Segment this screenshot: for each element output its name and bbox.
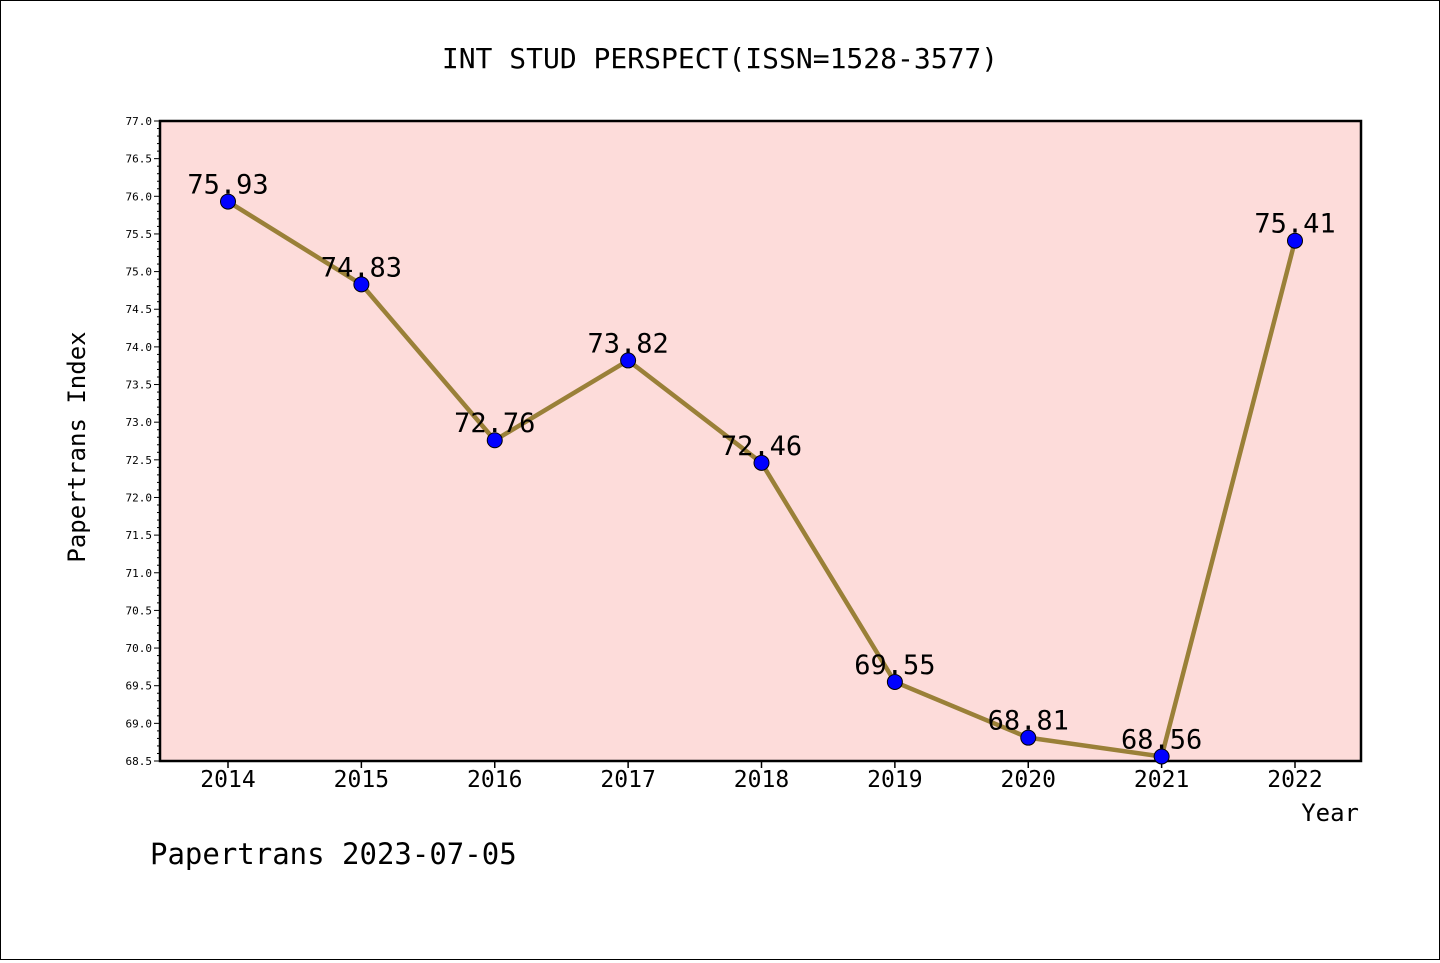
series-papertrans-index (220, 193, 1303, 765)
y-tick-label: 75.0 (126, 266, 153, 279)
x-axis: 2014 2015 2016 2017 2018 2019 2020 2021 2022 (200, 761, 1323, 793)
footer-note: Papertrans 2023-07-05 (150, 837, 517, 871)
y-tick-label: 75.5 (126, 228, 153, 241)
y-tick-label: 74.5 (126, 303, 153, 316)
y-tick-label: 77.0 (126, 115, 153, 128)
chart-title: INT STUD PERSPECT(ISSN=1528-3577) (442, 42, 998, 75)
x-tick-label: 2015 (334, 767, 389, 793)
x-axis-label: Year (1301, 799, 1359, 827)
data-point-2016 (486, 432, 503, 449)
x-tick-label: 2017 (600, 767, 655, 793)
x-tick-label: 2014 (200, 767, 255, 793)
y-tick-label: 68.5 (126, 755, 153, 768)
data-label-2020: 68.81 (988, 706, 1069, 737)
data-point-2020 (1020, 729, 1037, 746)
data-label-2018: 72.46 (721, 431, 802, 462)
x-tick-label: 2021 (1134, 767, 1189, 793)
data-point-2019 (886, 673, 903, 690)
data-label-2015: 74.83 (321, 252, 402, 283)
data-point-2014 (220, 193, 236, 210)
y-tick-label: 73.0 (126, 416, 153, 429)
x-tick-label: 2018 (734, 767, 789, 793)
y-tick-label: 69.5 (126, 680, 153, 693)
y-tick-label: 71.0 (126, 567, 153, 580)
y-tick-label: 76.0 (126, 190, 153, 203)
y-tick-label: 76.5 (126, 153, 153, 166)
plot-area (158, 119, 1363, 763)
data-label-2017: 73.82 (587, 328, 668, 359)
data-point-2017 (620, 352, 637, 369)
y-tick-label: 71.5 (126, 529, 153, 542)
x-tick-label: 2022 (1267, 767, 1322, 793)
data-label-2014: 75.93 (187, 170, 268, 201)
x-tick-label: 2019 (867, 767, 922, 793)
data-label-2019: 69.55 (854, 650, 935, 681)
y-tick-label: 74.0 (126, 341, 153, 354)
y-tick-label: 70.5 (126, 604, 153, 617)
data-label-2022: 75.41 (1254, 209, 1335, 240)
data-point-2018 (753, 454, 770, 471)
data-point-2015 (353, 276, 370, 293)
data-label-2016: 72.76 (454, 408, 535, 439)
data-point-2022 (1287, 232, 1303, 249)
y-tick-label: 69.0 (126, 717, 153, 730)
data-point-2021 (1153, 748, 1170, 765)
x-tick-label: 2020 (1001, 767, 1056, 793)
y-axis: 68.5 69.0 69.5 70.0 70.5 71.0 71.5 72.0 72.5 73.0… (126, 115, 160, 768)
y-tick-label: 70.0 (126, 642, 153, 655)
y-axis-label: Papertrans Index (63, 331, 91, 562)
data-labels: 75.93 74.83 72.76 73.82 72.46 69.55 68.81 68.56… (187, 170, 1335, 756)
y-tick-label: 73.5 (126, 379, 153, 392)
y-tick-label: 72.0 (126, 491, 153, 504)
data-label-2021: 68.56 (1121, 724, 1202, 755)
x-tick-label: 2016 (467, 767, 522, 793)
y-tick-label: 72.5 (126, 454, 153, 467)
